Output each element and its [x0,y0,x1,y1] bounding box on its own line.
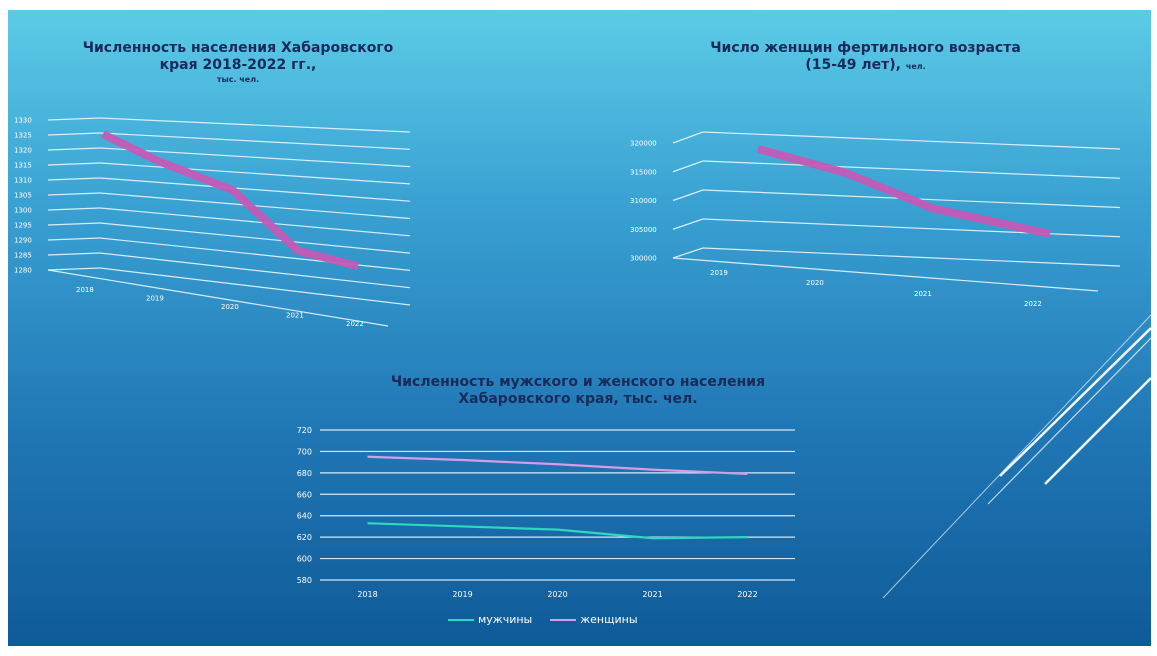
deco-line [883,315,1151,598]
legend-swatch-women [550,619,576,621]
decorative-lines [8,10,1151,646]
chart3-legend: мужчины женщины [448,613,638,626]
legend-swatch-men [448,619,474,621]
legend-label-women: женщины [580,613,637,626]
slide: Численность населения Хабаровского края … [8,10,1151,646]
deco-line [988,338,1151,504]
legend-label-men: мужчины [478,613,532,626]
legend-item-women: женщины [550,613,637,626]
deco-line [1045,378,1151,484]
legend-item-men: мужчины [448,613,532,626]
